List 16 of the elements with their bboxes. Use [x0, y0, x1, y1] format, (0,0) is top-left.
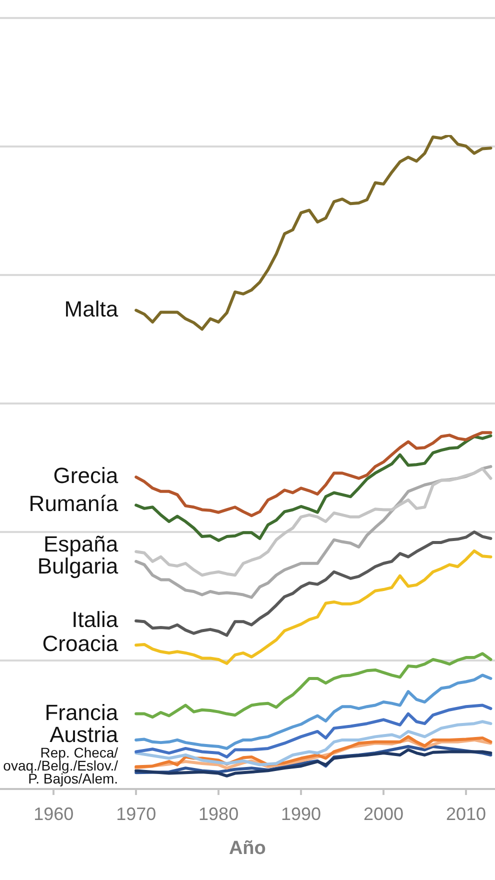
series-label: Grecia: [53, 463, 119, 488]
series-label: Malta: [64, 296, 119, 322]
series-label: España: [43, 532, 119, 557]
series-label: Croacia: [42, 631, 119, 656]
series-label: Austria: [50, 722, 119, 748]
series-label: Italia: [72, 606, 119, 632]
annotation: Rep. Checa/ ovaq./Belg./Eslov./ P. Bajos/Alem.: [3, 744, 118, 787]
x-tick-label: 1960: [34, 804, 74, 824]
x-axis-title: Año: [228, 838, 266, 859]
x-tick-label: 1970: [116, 804, 156, 824]
x-tick-label: 1980: [198, 804, 239, 824]
x-tick-label: 2000: [363, 804, 404, 824]
series-label: Francia: [44, 700, 119, 725]
x-tick-label: 1990: [281, 804, 322, 824]
x-tick-label: 2010: [446, 804, 486, 824]
series-label: Rumanía: [28, 491, 119, 516]
